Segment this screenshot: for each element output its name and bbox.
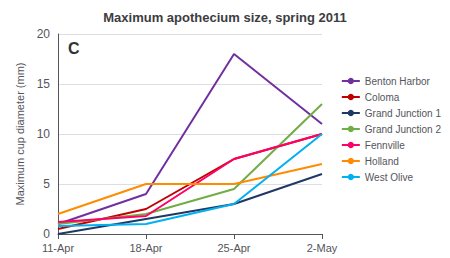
svg-text:Grand Junction 1: Grand Junction 1 — [365, 108, 442, 119]
svg-text:Coloma: Coloma — [365, 92, 400, 103]
svg-text:10: 10 — [37, 127, 51, 141]
svg-text:Grand Junction 2: Grand Junction 2 — [365, 124, 442, 135]
svg-text:15: 15 — [37, 77, 51, 91]
svg-text:11-Apr: 11-Apr — [42, 242, 75, 254]
svg-text:25-Apr: 25-Apr — [217, 242, 250, 254]
svg-text:C: C — [68, 40, 80, 57]
svg-text:0: 0 — [43, 227, 50, 241]
svg-text:18-Apr: 18-Apr — [129, 242, 162, 254]
svg-text:2-May: 2-May — [307, 242, 338, 254]
svg-text:West Olive: West Olive — [365, 172, 414, 183]
svg-text:Fennville: Fennville — [365, 140, 405, 151]
svg-text:5: 5 — [43, 177, 50, 191]
svg-text:Benton Harbor: Benton Harbor — [365, 76, 431, 87]
svg-text:Maximum apothecium size, sprin: Maximum apothecium size, spring 2011 — [103, 10, 346, 25]
svg-text:20: 20 — [37, 27, 51, 41]
svg-text:Maximum cup diameter (mm): Maximum cup diameter (mm) — [14, 62, 26, 205]
svg-text:Holland: Holland — [365, 156, 399, 167]
